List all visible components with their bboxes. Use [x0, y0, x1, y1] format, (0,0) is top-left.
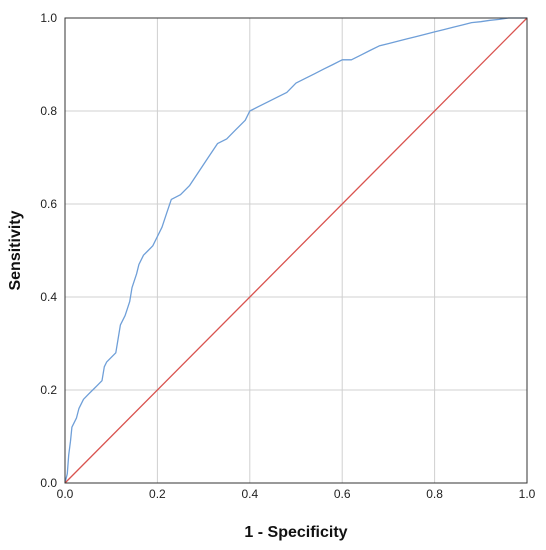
y-tick-labels: 0.0 0.2 0.4 0.6 0.8 1.0 — [40, 11, 57, 490]
x-axis-title: 1 - Specificity — [244, 524, 347, 541]
y-tick-label: 0.2 — [40, 383, 57, 397]
y-tick-label: 0.8 — [40, 104, 57, 118]
y-tick-label: 0.0 — [40, 476, 57, 490]
x-tick-labels: 0.0 0.2 0.4 0.6 0.8 1.0 — [57, 487, 536, 501]
y-tick-label: 0.6 — [40, 197, 57, 211]
y-tick-label: 0.4 — [40, 290, 57, 304]
x-tick-label: 0.4 — [241, 487, 258, 501]
reference-diagonal-line — [64, 17, 528, 484]
y-axis-title: Sensitivity — [7, 210, 24, 290]
x-tick-label: 0.0 — [57, 487, 74, 501]
y-tick-label: 1.0 — [40, 11, 57, 25]
roc-curve-line — [64, 17, 527, 484]
x-tick-label: 1.0 — [519, 487, 536, 501]
series-layer — [64, 17, 528, 484]
plot-frame — [64, 17, 528, 484]
x-tick-label: 0.6 — [334, 487, 351, 501]
x-tick-label: 0.2 — [149, 487, 166, 501]
x-tick-label: 0.8 — [426, 487, 443, 501]
